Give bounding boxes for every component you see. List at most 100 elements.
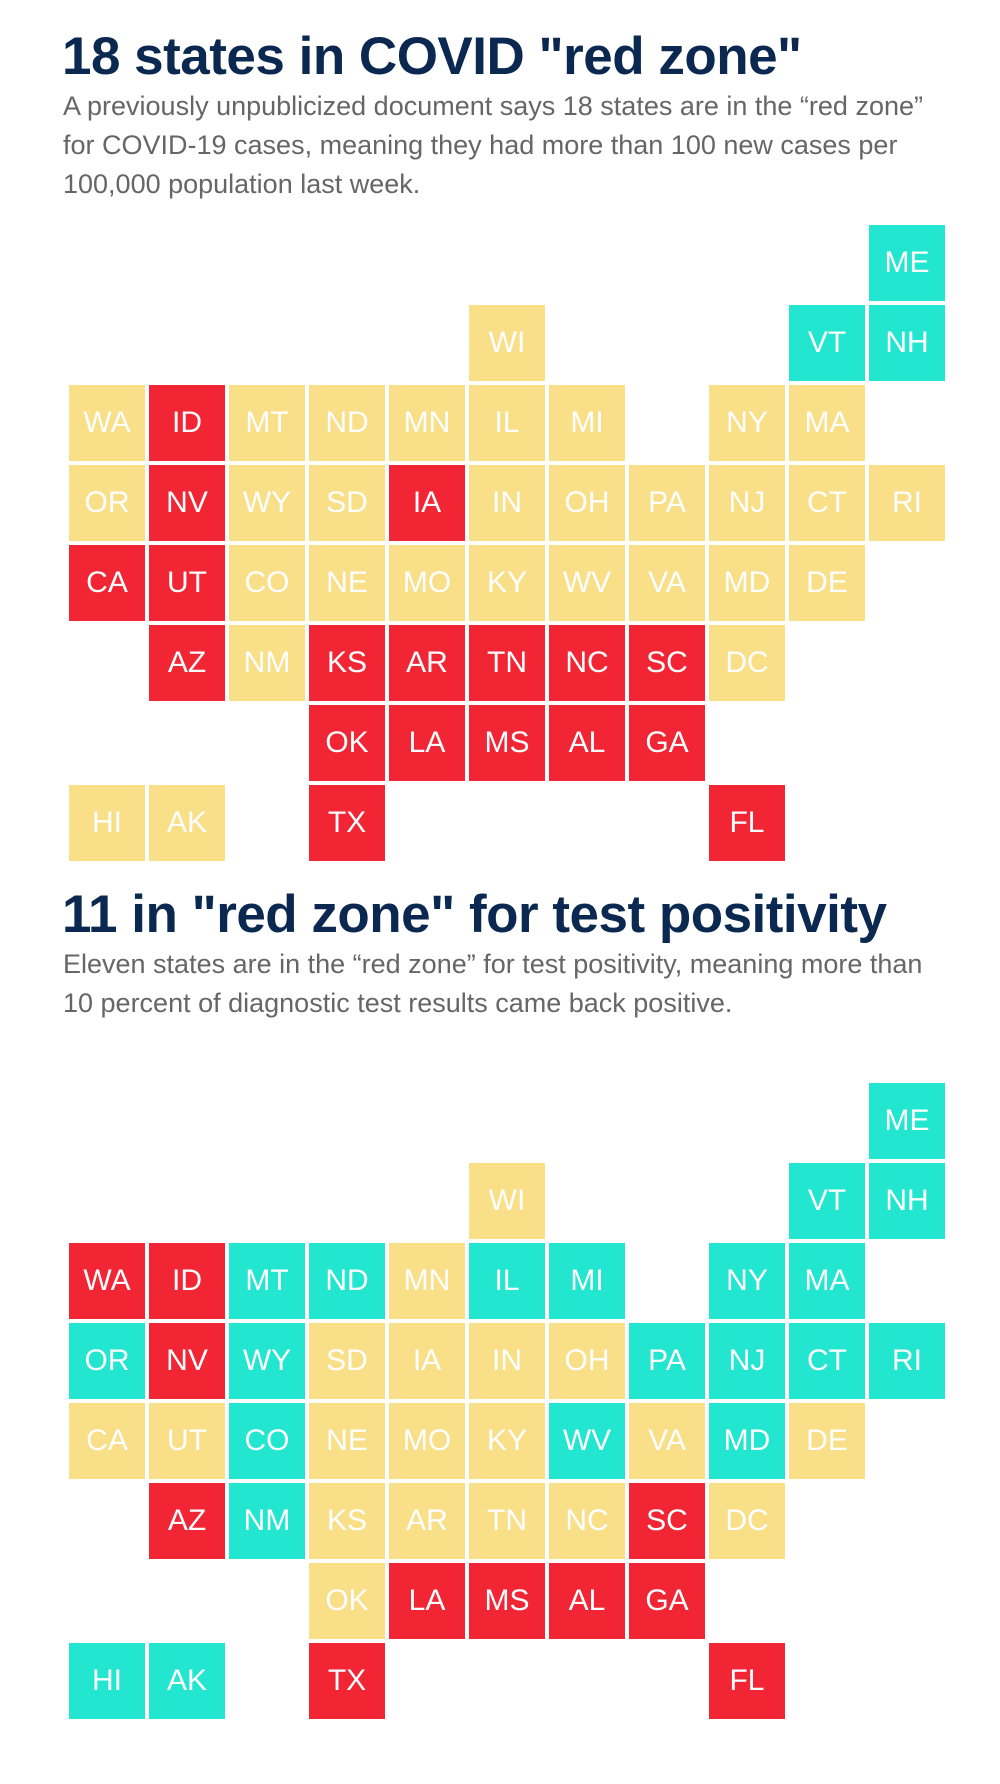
- state-tile-mo: MO: [389, 545, 465, 621]
- state-tile-ma: MA: [789, 385, 865, 461]
- state-tile-nj: NJ: [709, 465, 785, 541]
- state-tile-ca: CA: [69, 545, 145, 621]
- state-tile-wy: WY: [229, 1323, 305, 1399]
- state-tile-mi: MI: [549, 385, 625, 461]
- state-tile-az: AZ: [149, 625, 225, 701]
- positivity-title: 11 in "red zone" for test positivity: [62, 885, 887, 944]
- state-tile-nm: NM: [229, 625, 305, 701]
- state-tile-oh: OH: [549, 465, 625, 541]
- state-tile-nm: NM: [229, 1483, 305, 1559]
- state-tile-ak: AK: [149, 785, 225, 861]
- state-tile-nv: NV: [149, 1323, 225, 1399]
- state-tile-md: MD: [709, 1403, 785, 1479]
- cases-subtitle: A previously unpublicized document says …: [63, 91, 923, 199]
- positivity-subtitle: Eleven states are in the “red zone” for …: [63, 949, 923, 1018]
- state-tile-me: ME: [869, 225, 945, 301]
- state-tile-la: LA: [389, 1563, 465, 1639]
- state-tile-hi: HI: [69, 785, 145, 861]
- state-tile-oh: OH: [549, 1323, 625, 1399]
- state-tile-wy: WY: [229, 465, 305, 541]
- state-tile-va: VA: [629, 1403, 705, 1479]
- state-tile-or: OR: [69, 1323, 145, 1399]
- state-tile-wa: WA: [69, 385, 145, 461]
- state-tile-tx: TX: [309, 1643, 385, 1719]
- state-tile-al: AL: [549, 1563, 625, 1639]
- state-tile-or: OR: [69, 465, 145, 541]
- state-tile-pa: PA: [629, 465, 705, 541]
- state-tile-nh: NH: [869, 1163, 945, 1239]
- state-tile-wa: WA: [69, 1243, 145, 1319]
- state-tile-pa: PA: [629, 1323, 705, 1399]
- state-tile-ms: MS: [469, 1563, 545, 1639]
- state-tile-ga: GA: [629, 1563, 705, 1639]
- state-tile-wv: WV: [549, 545, 625, 621]
- state-tile-co: CO: [229, 545, 305, 621]
- state-tile-ar: AR: [389, 1483, 465, 1559]
- state-tile-wv: WV: [549, 1403, 625, 1479]
- state-tile-va: VA: [629, 545, 705, 621]
- state-tile-hi: HI: [69, 1643, 145, 1719]
- state-tile-la: LA: [389, 705, 465, 781]
- positivity-tile-map: ME WI VT NH WA ID MT ND MN IL MI NY MA OR NV WY SD IA IN OH…: [0, 1083, 1000, 1783]
- state-tile-de: DE: [789, 545, 865, 621]
- state-tile-al: AL: [549, 705, 625, 781]
- state-tile-ne: NE: [309, 1403, 385, 1479]
- state-tile-mi: MI: [549, 1243, 625, 1319]
- state-tile-ct: CT: [789, 465, 865, 541]
- state-tile-mo: MO: [389, 1403, 465, 1479]
- state-tile-nc: NC: [549, 625, 625, 701]
- state-tile-mn: MN: [389, 1243, 465, 1319]
- state-tile-ca: CA: [69, 1403, 145, 1479]
- state-tile-mt: MT: [229, 385, 305, 461]
- state-tile-wi: WI: [469, 305, 545, 381]
- state-tile-sd: SD: [309, 465, 385, 541]
- state-tile-nd: ND: [309, 1243, 385, 1319]
- state-tile-in: IN: [469, 1323, 545, 1399]
- state-tile-co: CO: [229, 1403, 305, 1479]
- state-tile-nd: ND: [309, 385, 385, 461]
- state-tile-ia: IA: [389, 1323, 465, 1399]
- state-tile-id: ID: [149, 385, 225, 461]
- state-tile-nj: NJ: [709, 1323, 785, 1399]
- state-tile-in: IN: [469, 465, 545, 541]
- cases-title: 18 states in COVID "red zone": [62, 27, 802, 86]
- state-tile-md: MD: [709, 545, 785, 621]
- state-tile-ga: GA: [629, 705, 705, 781]
- state-tile-vt: VT: [789, 1163, 865, 1239]
- state-tile-sd: SD: [309, 1323, 385, 1399]
- state-tile-ia: IA: [389, 465, 465, 541]
- state-tile-dc: DC: [709, 1483, 785, 1559]
- state-tile-ct: CT: [789, 1323, 865, 1399]
- state-tile-id: ID: [149, 1243, 225, 1319]
- state-tile-nh: NH: [869, 305, 945, 381]
- state-tile-ny: NY: [709, 1243, 785, 1319]
- state-tile-de: DE: [789, 1403, 865, 1479]
- state-tile-ok: OK: [309, 705, 385, 781]
- state-tile-nv: NV: [149, 465, 225, 541]
- state-tile-ks: KS: [309, 1483, 385, 1559]
- state-tile-ms: MS: [469, 705, 545, 781]
- state-tile-dc: DC: [709, 625, 785, 701]
- state-tile-ky: KY: [469, 1403, 545, 1479]
- state-tile-ut: UT: [149, 1403, 225, 1479]
- state-tile-tn: TN: [469, 1483, 545, 1559]
- state-tile-il: IL: [469, 1243, 545, 1319]
- state-tile-wi: WI: [469, 1163, 545, 1239]
- state-tile-fl: FL: [709, 785, 785, 861]
- state-tile-ut: UT: [149, 545, 225, 621]
- state-tile-ny: NY: [709, 385, 785, 461]
- state-tile-sc: SC: [629, 625, 705, 701]
- state-tile-sc: SC: [629, 1483, 705, 1559]
- state-tile-ak: AK: [149, 1643, 225, 1719]
- state-tile-mt: MT: [229, 1243, 305, 1319]
- cases-tile-map: ME WI VT NH WA ID MT ND MN IL MI NY MA OR NV WY SD IA IN OH…: [0, 225, 1000, 925]
- state-tile-tx: TX: [309, 785, 385, 861]
- state-tile-ks: KS: [309, 625, 385, 701]
- state-tile-ne: NE: [309, 545, 385, 621]
- state-tile-ky: KY: [469, 545, 545, 621]
- state-tile-az: AZ: [149, 1483, 225, 1559]
- state-tile-ri: RI: [869, 465, 945, 541]
- state-tile-vt: VT: [789, 305, 865, 381]
- state-tile-nc: NC: [549, 1483, 625, 1559]
- state-tile-tn: TN: [469, 625, 545, 701]
